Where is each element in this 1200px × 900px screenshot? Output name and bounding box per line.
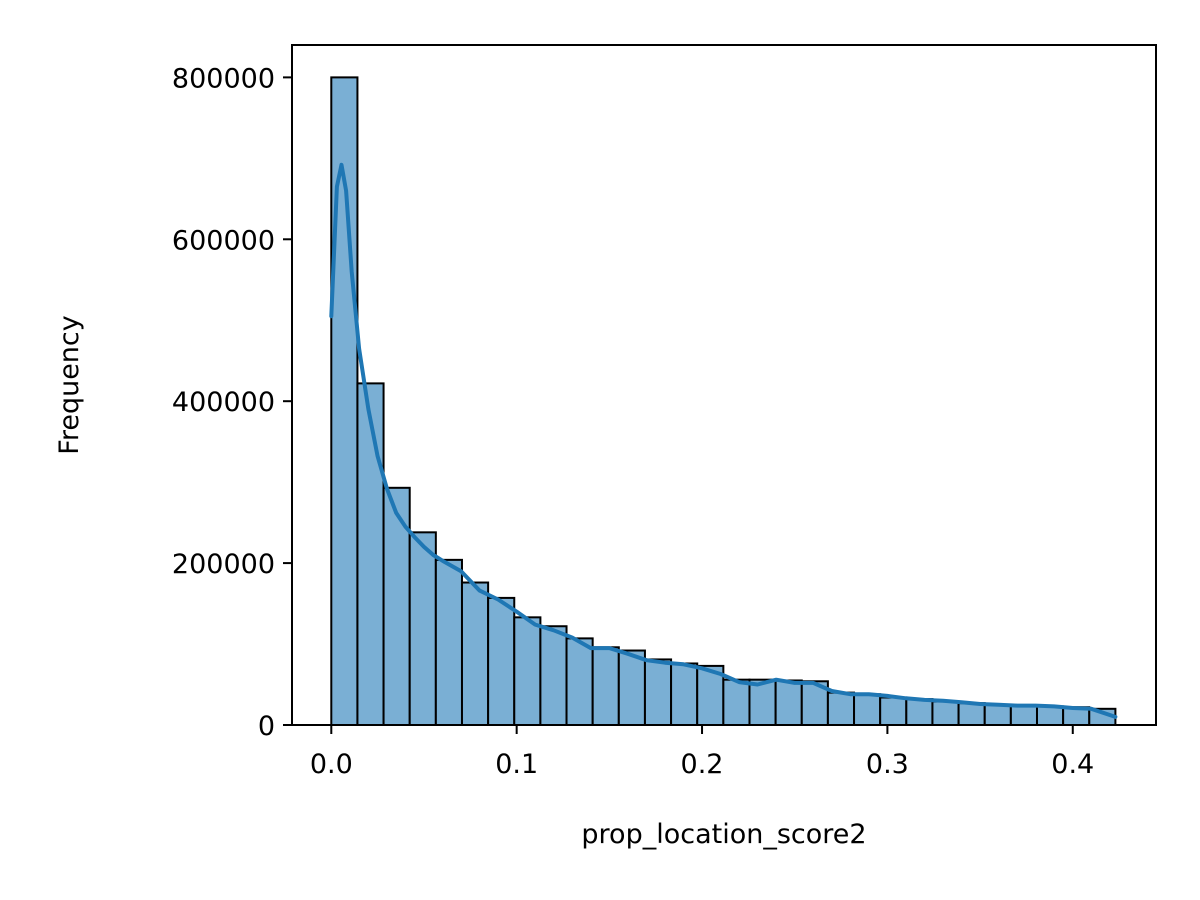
histogram-bar	[774, 679, 803, 727]
histogram-bar	[460, 581, 490, 726]
x-axis-label: prop_location_score2	[581, 819, 866, 850]
y-tick-label: 0	[258, 711, 275, 742]
x-axis-ticks: 0.0 0.1 0.2 0.3 0.4	[310, 725, 1094, 780]
histogram-bar	[565, 637, 594, 727]
y-tick-label: 600000	[172, 225, 275, 256]
histogram-bar	[931, 700, 960, 726]
histogram-bar	[617, 649, 646, 726]
histogram-bar	[382, 486, 411, 726]
kde-curve-group	[329, 162, 1118, 719]
histogram-bar	[879, 696, 908, 727]
y-axis-ticks: 0 200000 400000 600000 800000	[172, 63, 292, 742]
histogram-bar	[408, 531, 437, 726]
histogram-bar	[539, 625, 568, 726]
x-tick-label: 0.2	[681, 749, 724, 780]
x-tick-label: 0.1	[495, 749, 538, 780]
x-tick-label: 0.4	[1051, 749, 1094, 780]
x-tick-label: 0.3	[866, 749, 909, 780]
histogram-bar	[1009, 704, 1038, 726]
histogram-bar	[853, 693, 882, 727]
axes-frame	[291, 44, 1157, 726]
histogram-bar	[643, 658, 673, 727]
y-axis-label: Frequency	[54, 315, 85, 455]
histogram-bar	[905, 698, 934, 726]
kde-curve	[329, 162, 1118, 719]
histogram-bar	[722, 678, 751, 727]
histogram-bar	[983, 703, 1012, 726]
histogram-bars	[330, 76, 1117, 727]
y-tick-label: 800000	[172, 63, 275, 94]
histogram-bar	[434, 558, 463, 726]
histogram-bar	[591, 646, 620, 726]
histogram-bar	[513, 616, 542, 726]
histogram-bar	[670, 662, 699, 727]
y-tick-label: 400000	[172, 387, 275, 418]
x-tick-label: 0.0	[310, 749, 353, 780]
y-tick-label: 200000	[172, 549, 275, 580]
histogram-bar	[356, 382, 385, 726]
histogram-bar	[1035, 705, 1065, 727]
histogram-bar	[487, 596, 516, 727]
histogram-bar	[826, 691, 856, 726]
histogram-bar	[957, 702, 986, 727]
histogram-bar	[748, 678, 777, 727]
